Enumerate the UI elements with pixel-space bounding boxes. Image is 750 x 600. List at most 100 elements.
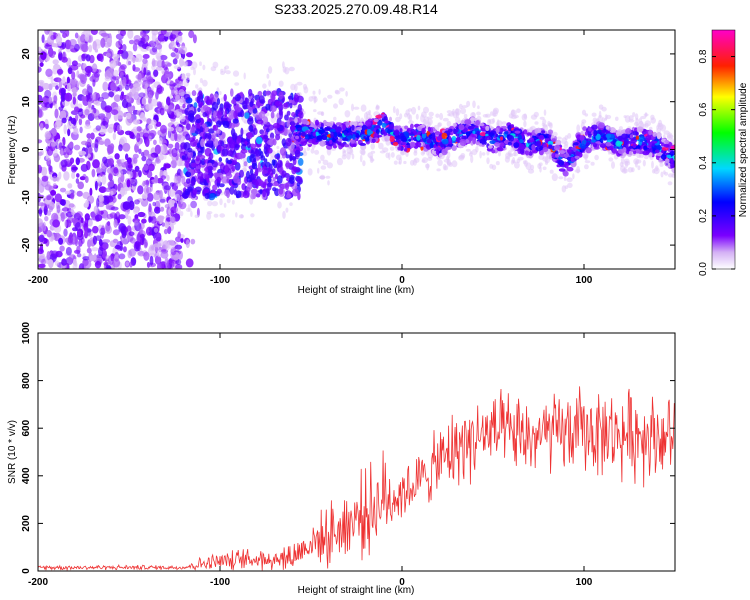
spectrogram-cell [601, 129, 606, 134]
spectrogram-cell [142, 54, 150, 59]
spectrogram-cell [184, 188, 190, 196]
spectrogram-cell [52, 59, 59, 65]
spectrogram-cell [492, 107, 499, 115]
spectrogram-cell [605, 133, 612, 139]
spectrogram-cell [320, 129, 325, 134]
spectrogram-cell [125, 112, 132, 120]
spectrogram-cell [242, 190, 250, 199]
spectrogram-cell [167, 143, 174, 149]
colorbar-tick-label: 0.8 [698, 49, 709, 63]
spectrogram-cell [233, 189, 237, 196]
spectrogram-cell [190, 66, 195, 71]
spectrogram-cell [463, 113, 468, 119]
spectrogram-cell [199, 61, 202, 66]
spectrogram-cell [38, 194, 45, 199]
spectrogram-cell [185, 258, 194, 268]
spectrogram-cell [599, 138, 604, 144]
spectrogram-cell [146, 186, 152, 194]
spectrogram-cell [291, 188, 300, 197]
spectrogram-cell [142, 58, 148, 64]
spectrogram-cell [438, 152, 443, 158]
spectrogram-cell [198, 90, 203, 96]
spectrogram-cell [465, 139, 470, 143]
spectrogram-cell [198, 101, 203, 109]
spectrogram-cell [251, 188, 258, 195]
spectrogram-cell [159, 54, 168, 61]
spectrogram-cell [200, 158, 206, 166]
spectrogram-cell [670, 145, 675, 150]
spectrogram-cell [55, 85, 59, 90]
spectrogram-cell [164, 73, 171, 78]
spectrogram-cell [472, 130, 476, 135]
spectrogram-cell [78, 263, 85, 269]
spectrogram-cell [64, 190, 72, 195]
spectrogram-cell [522, 160, 527, 165]
spectrogram-cell [74, 249, 81, 254]
spectrogram-cell [58, 106, 64, 111]
spectrogram-cell [143, 67, 147, 76]
spectrogram-cell [160, 124, 167, 134]
spectrogram-cell [204, 193, 210, 200]
spectrogram-cell [164, 221, 169, 229]
spectrogram-cell [317, 167, 320, 174]
spectrogram-cell [175, 126, 183, 132]
spectrogram-cell [98, 186, 107, 194]
spectrogram-cell [42, 82, 50, 90]
spectrogram-cell [234, 82, 240, 86]
spectrogram-cell [255, 136, 263, 145]
spectrogram-cell [251, 162, 258, 170]
spectrogram-cell [499, 142, 505, 147]
spectrogram-cell [222, 120, 230, 129]
spectrogram-cell [628, 115, 634, 121]
spectrogram-cell [239, 109, 245, 118]
spectrogram-cell [590, 161, 595, 166]
spectrogram-cell [139, 226, 143, 235]
spectrogram-cell [127, 249, 132, 259]
spectrogram-cell [428, 111, 434, 117]
spectrogram-cell [157, 33, 166, 42]
spectrogram-cell [60, 159, 68, 168]
spectrogram-cell [479, 138, 486, 145]
spectrogram-cell [630, 148, 634, 152]
spectrogram-cell [193, 68, 196, 76]
spectrogram-cell [106, 195, 114, 203]
spectrogram-cell [45, 123, 49, 130]
spectrogram-cell [61, 42, 67, 50]
spectrogram-cell [48, 96, 53, 104]
spectrogram-cell [558, 176, 564, 180]
spectrogram-cell [118, 222, 126, 233]
spectrogram-cell [77, 230, 82, 237]
spectrogram-cell [174, 85, 178, 93]
spectrogram-cell [225, 70, 231, 75]
spectrogram-cell [246, 132, 253, 140]
spectrogram-cell [240, 127, 244, 137]
spectrogram-cell [143, 239, 148, 249]
spectrogram-cell [172, 58, 178, 65]
spectrogram-cell [232, 118, 239, 124]
spectrogram-cell [179, 99, 184, 106]
spectrogram-cell [75, 80, 79, 91]
spectrogram-cell [38, 46, 42, 52]
spectrogram-cell [514, 130, 521, 134]
spectrogram-cell [664, 139, 670, 145]
spectrogram-cell [163, 185, 172, 191]
spectrogram-cell [580, 143, 586, 149]
spectrogram-cell [549, 169, 554, 174]
spectrogram-cell [261, 169, 268, 174]
spectrogram-cell [319, 175, 325, 180]
spectrogram-cell [97, 55, 101, 60]
spectrogram-cell [160, 30, 167, 35]
spectrogram-cell [169, 40, 177, 49]
spectrogram-cell [322, 159, 329, 166]
spectrogram-cell [191, 90, 197, 97]
spectrogram-cell [648, 129, 653, 136]
spectrogram-cell [41, 34, 45, 44]
spectrogram-cell [208, 193, 216, 201]
bottom-y-tick-label: 200 [21, 515, 32, 532]
spectrogram-cell [601, 106, 607, 112]
spectrogram-cell [216, 98, 221, 105]
spectrogram-cell [257, 162, 261, 171]
bottom-y-tick-label: 1000 [21, 321, 32, 344]
spectrogram-cell [504, 131, 509, 135]
spectrogram-cell [383, 116, 388, 121]
